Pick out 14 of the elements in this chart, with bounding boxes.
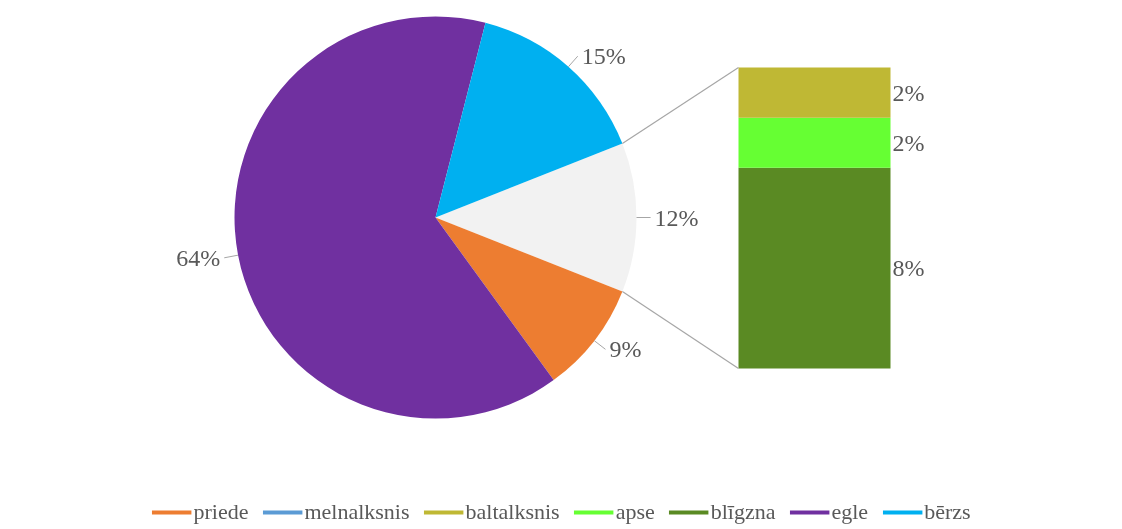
data-label: 12% [654, 204, 699, 231]
data-label: 8% [892, 255, 925, 282]
legend-label: melnalksnis [304, 499, 410, 525]
data-label: 9% [609, 336, 642, 363]
legend-label: priede [193, 499, 249, 525]
data-label: 64% [176, 244, 221, 271]
legend-label: egle [831, 499, 869, 525]
data-label: 2% [892, 79, 925, 106]
data-label: 2% [892, 129, 925, 156]
data-label: 15% [581, 43, 626, 70]
legend-label: bērzs [924, 499, 971, 525]
legend-label: baltalksnis [465, 499, 560, 525]
legend-label: apse [615, 499, 655, 525]
legend-label: blīgzna [710, 499, 776, 525]
